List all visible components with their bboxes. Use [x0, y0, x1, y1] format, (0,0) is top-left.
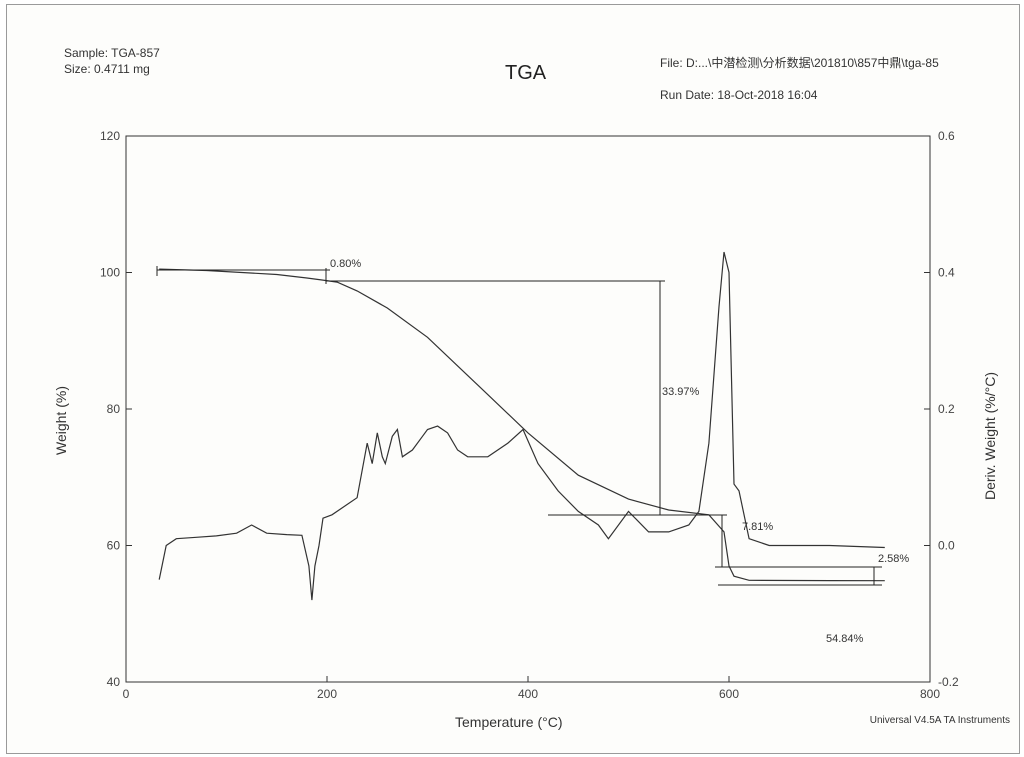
run-date-label: Run Date: 18-Oct-2018 16:04 [660, 88, 818, 102]
x-tick-label: 800 [920, 687, 940, 701]
size-label: Size: 0.4711 mg [64, 62, 150, 76]
y2-tick-label: 0.2 [938, 402, 955, 416]
y2-tick-label: 0.4 [938, 266, 955, 280]
chart-frame [6, 4, 1020, 754]
x-tick-label: 200 [317, 687, 337, 701]
annotation-7-81: 7.81% [742, 521, 773, 533]
y-axis-label: Weight (%) [53, 386, 69, 455]
y-tick-label: 40 [107, 675, 121, 689]
software-footer: Universal V4.5A TA Instruments [869, 715, 1010, 726]
y2-tick-label: 0.6 [938, 129, 955, 143]
y-tick-label: 80 [107, 402, 121, 416]
annotation-2-58: 2.58% [878, 553, 909, 565]
y2-tick-label: -0.2 [938, 675, 959, 689]
sample-label: Sample: TGA-857 [64, 46, 160, 60]
file-path-label: File: D:...\中潜检测\分析数据\201810\857中鼎\tga-8… [660, 56, 939, 70]
y-tick-label: 100 [100, 266, 120, 280]
y-tick-label: 120 [100, 129, 120, 143]
x-tick-label: 600 [719, 687, 739, 701]
plot-area-border [125, 135, 931, 683]
annotation-33-97: 33.97% [662, 386, 700, 398]
x-tick-label: 0 [123, 687, 130, 701]
weight-line [159, 268, 885, 582]
x-tick-label: 400 [518, 687, 538, 701]
annotation-54-84: 54.84% [826, 633, 864, 645]
y2-axis-label: Deriv. Weight (%/°C) [982, 372, 998, 500]
y-tick-label: 60 [107, 539, 121, 553]
annotation-0-80: 0.80% [330, 258, 361, 270]
x-axis-label: Temperature (°C) [455, 714, 563, 730]
chart-title: TGA [505, 62, 547, 84]
y2-tick-label: 0.0 [938, 539, 955, 553]
deriv-weight-line [158, 251, 885, 601]
